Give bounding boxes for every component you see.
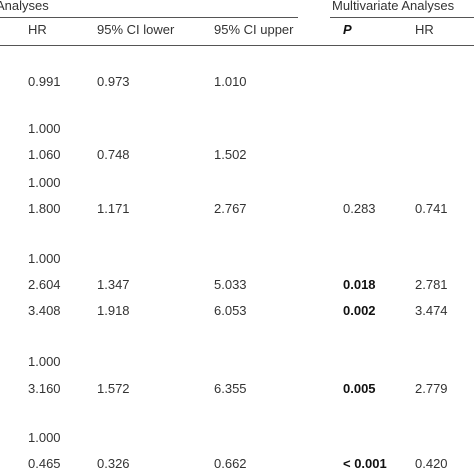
- cell: 0.741: [415, 201, 448, 216]
- cell: 3.160: [28, 381, 61, 396]
- cell: < 0.001: [343, 456, 387, 471]
- cell: 5.033: [214, 277, 247, 292]
- cell: 3.474: [415, 303, 448, 318]
- cell: HR: [28, 22, 47, 37]
- cell: 0.748: [97, 147, 130, 162]
- rule: [0, 45, 474, 46]
- cell: 1.918: [97, 303, 130, 318]
- cell: 1.347: [97, 277, 130, 292]
- cell: 0.283: [343, 201, 376, 216]
- cell: 0.005: [343, 381, 376, 396]
- group-header: Analyses: [0, 0, 49, 13]
- cell: 6.355: [214, 381, 247, 396]
- cell: 1.800: [28, 201, 61, 216]
- cell: 1.000: [28, 354, 61, 369]
- cell: 0.420: [415, 456, 448, 471]
- group-header: Multivariate Analyses: [332, 0, 455, 13]
- cell: 3.408: [28, 303, 61, 318]
- cell: 1.010: [214, 74, 247, 89]
- cell: 1.171: [97, 201, 130, 216]
- cell: 0.991: [28, 74, 61, 89]
- cell: 0.326: [97, 456, 130, 471]
- rule: [330, 17, 474, 18]
- cell: 0.465: [28, 456, 61, 471]
- cell: 0.662: [214, 456, 247, 471]
- cell: 1.000: [28, 430, 61, 445]
- cell: HR: [415, 22, 434, 37]
- cell: 0.002: [343, 303, 376, 318]
- cell: 2.767: [214, 201, 247, 216]
- cell: 1.572: [97, 381, 130, 396]
- cell: 1.000: [28, 175, 61, 190]
- cell: 0.973: [97, 74, 130, 89]
- cell: 95% CI lower: [97, 22, 175, 37]
- cell: 1.000: [28, 121, 61, 136]
- cell: 2.604: [28, 277, 61, 292]
- cell: P: [343, 22, 352, 37]
- cell: 1.502: [214, 147, 247, 162]
- cell: 95% CI upper: [214, 22, 294, 37]
- cell: 2.779: [415, 381, 448, 396]
- cell: 2.781: [415, 277, 448, 292]
- cell: 1.000: [28, 251, 61, 266]
- rule: [0, 17, 298, 18]
- cell: 6.053: [214, 303, 247, 318]
- cell: 1.060: [28, 147, 61, 162]
- cell: 0.018: [343, 277, 376, 292]
